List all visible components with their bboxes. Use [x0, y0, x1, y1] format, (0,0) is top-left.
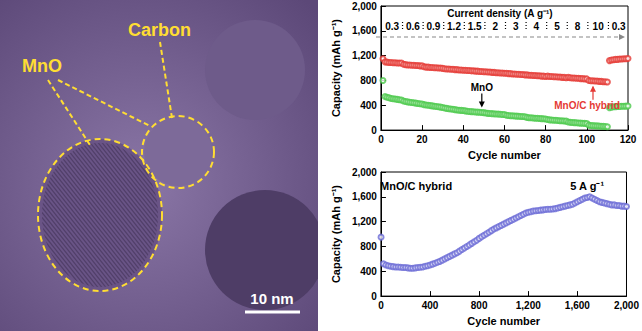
svg-text:5: 5 — [554, 21, 560, 32]
svg-text:20: 20 — [417, 134, 429, 145]
svg-text:10 nm: 10 nm — [250, 290, 293, 307]
svg-text:Capacity (mAh g⁻¹): Capacity (mAh g⁻¹) — [330, 185, 342, 283]
svg-text:0.3: 0.3 — [385, 21, 399, 32]
svg-text:120: 120 — [620, 134, 637, 145]
svg-text:1,200: 1,200 — [352, 216, 377, 227]
svg-text:MnO: MnO — [471, 82, 493, 93]
svg-text:Capacity (mAh g⁻¹): Capacity (mAh g⁻¹) — [330, 19, 342, 117]
svg-text:0: 0 — [371, 125, 377, 136]
svg-text:400: 400 — [422, 300, 439, 311]
svg-text:10: 10 — [593, 21, 605, 32]
svg-text:800: 800 — [471, 300, 488, 311]
svg-text:60: 60 — [499, 134, 511, 145]
svg-text:2,000: 2,000 — [352, 167, 377, 178]
svg-text:MnO: MnO — [22, 56, 62, 76]
svg-text:0.3: 0.3 — [612, 21, 626, 32]
svg-text:Current density (A g⁻¹): Current density (A g⁻¹) — [447, 8, 552, 19]
svg-text:8: 8 — [575, 21, 581, 32]
svg-text:Cycle number: Cycle number — [467, 315, 540, 327]
svg-text:80: 80 — [540, 134, 552, 145]
svg-text:Cycle number: Cycle number — [468, 149, 541, 161]
svg-text:MnO/C hybrid: MnO/C hybrid — [380, 180, 452, 192]
svg-text:2,000: 2,000 — [352, 1, 377, 12]
svg-text:1,600: 1,600 — [565, 300, 590, 311]
svg-text:0: 0 — [378, 300, 384, 311]
svg-text:4: 4 — [534, 21, 540, 32]
svg-text:MnO/C hybrid: MnO/C hybrid — [554, 100, 620, 111]
svg-text:3: 3 — [513, 21, 519, 32]
svg-text:800: 800 — [360, 241, 377, 252]
svg-text:0.6: 0.6 — [406, 21, 420, 32]
svg-text:40: 40 — [458, 134, 470, 145]
svg-text:400: 400 — [360, 100, 377, 111]
svg-text:1,600: 1,600 — [352, 191, 377, 202]
svg-text:0: 0 — [378, 134, 384, 145]
svg-text:1,200: 1,200 — [516, 300, 541, 311]
svg-text:0.9: 0.9 — [426, 21, 440, 32]
svg-text:1.2: 1.2 — [447, 21, 461, 32]
svg-text:100: 100 — [578, 134, 595, 145]
svg-text:Carbon: Carbon — [128, 20, 191, 40]
svg-text:0: 0 — [371, 291, 377, 302]
svg-text:2,000: 2,000 — [614, 300, 639, 311]
svg-text:400: 400 — [360, 266, 377, 277]
svg-text:800: 800 — [360, 75, 377, 86]
svg-text:1.5: 1.5 — [468, 21, 482, 32]
svg-text:1,200: 1,200 — [352, 50, 377, 61]
svg-text:5 A g⁻¹: 5 A g⁻¹ — [570, 180, 604, 192]
svg-text:1,600: 1,600 — [352, 25, 377, 36]
svg-text:2: 2 — [492, 21, 498, 32]
